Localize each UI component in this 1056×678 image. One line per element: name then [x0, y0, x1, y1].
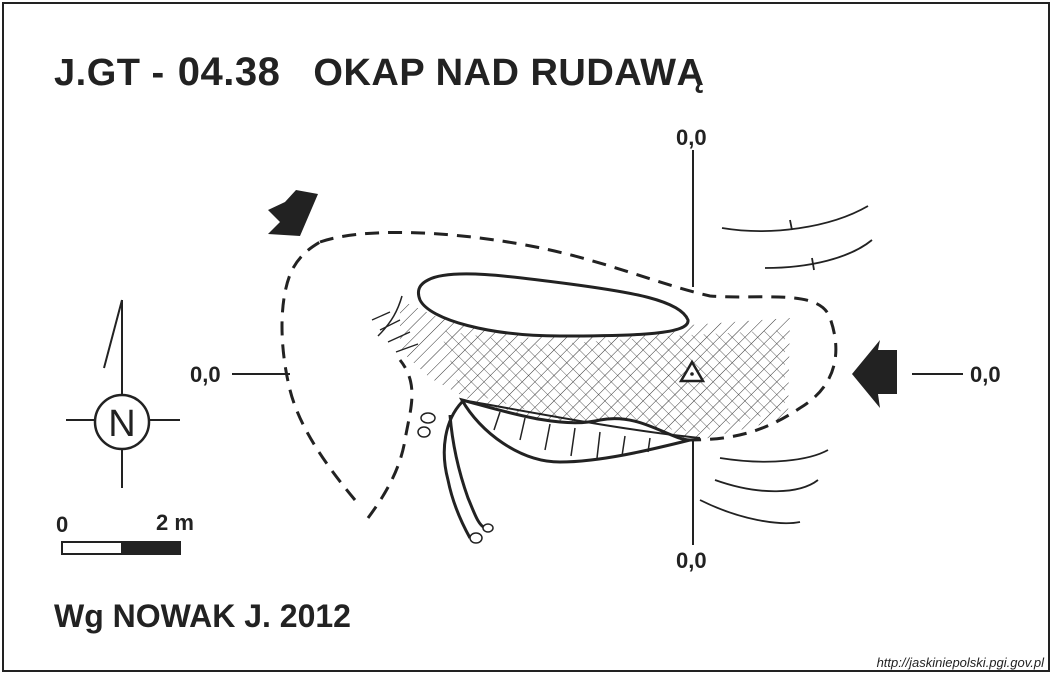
slope-lines-upper-right — [721, 205, 873, 271]
cave-wall-lower-hatch — [493, 411, 651, 459]
section-label-top: 0,0 — [676, 125, 707, 150]
scale-bar — [61, 541, 181, 555]
cave-dripline-outline — [280, 230, 838, 519]
boulders — [417, 412, 494, 544]
entrance-arrow-upper-left — [268, 190, 318, 236]
rock-pillar-outline — [416, 272, 690, 338]
survey-station-marker — [678, 359, 706, 383]
page-title: J.GT - 04.38 OKAP NAD RUDAWĄ — [54, 50, 704, 95]
section-label-left: 0,0 — [190, 362, 221, 387]
cave-name: OKAP NAD RUDAWĄ — [313, 52, 705, 94]
side-passage — [442, 400, 486, 539]
cave-code-number: 04.38 — [177, 50, 281, 94]
section-label-bottom: 0,0 — [676, 548, 707, 573]
author-credit: Wg NOWAK J. 2012 — [54, 598, 351, 634]
north-letter: N — [108, 403, 135, 445]
source-url: http://jaskiniepolski.pgi.gov.pl — [876, 655, 1044, 670]
north-arrow — [66, 299, 180, 488]
section-label-right: 0,0 — [970, 362, 1001, 387]
scale-end-label: 2 m — [156, 510, 194, 535]
left-wall-hatch — [371, 311, 419, 353]
slope-lines-lower-right — [699, 449, 829, 525]
entrance-arrow-right — [852, 340, 897, 408]
cave-code-prefix: J.GT - — [54, 52, 165, 94]
left-inner-wall — [377, 295, 403, 337]
scale-start-label: 0 — [56, 512, 69, 537]
compass-circle — [93, 393, 151, 451]
cave-wall-floor-edge — [461, 399, 701, 439]
cave-wall-lower — [458, 397, 691, 464]
